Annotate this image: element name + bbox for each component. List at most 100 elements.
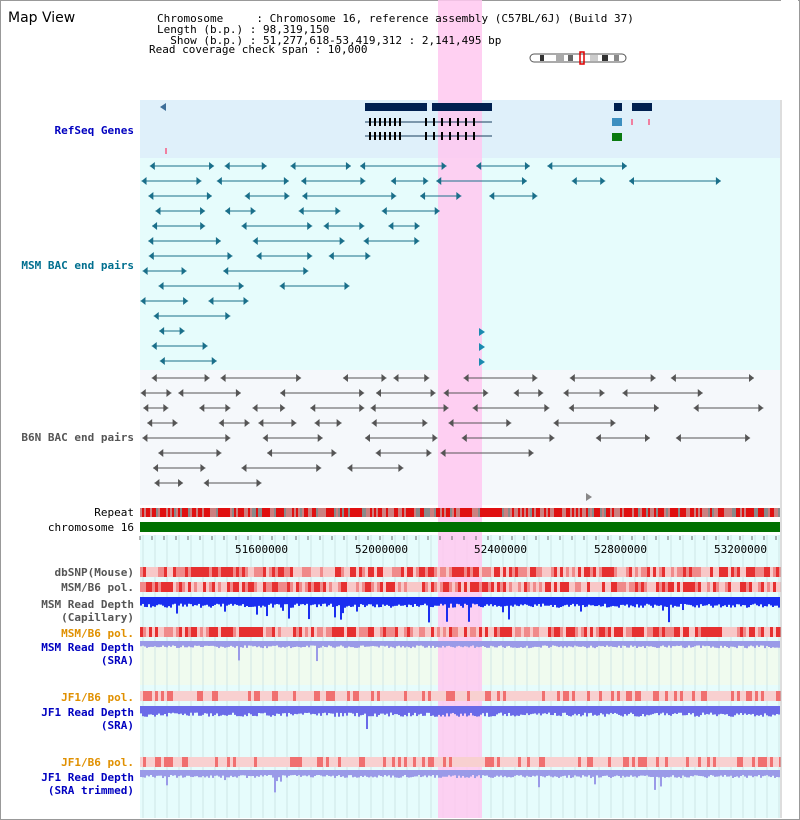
bac-end — [393, 374, 399, 382]
polymorphism-strip — [569, 582, 572, 592]
read-depth-bar — [246, 641, 248, 648]
track-label-jf1-depth-trim[interactable]: JF1 Read Depth — [41, 771, 134, 784]
read-depth-bar — [178, 706, 180, 715]
read-depth-bar — [506, 597, 508, 606]
read-depth-bar — [456, 641, 458, 647]
read-depth-bar — [402, 597, 404, 606]
polymorphism-strip — [512, 627, 515, 637]
read-depth-bar — [286, 641, 288, 647]
repeat-mark — [140, 508, 142, 517]
repeat-mark — [656, 508, 658, 517]
read-depth-bar — [238, 770, 240, 777]
repeat-mark — [496, 508, 498, 517]
polymorphism-strip — [347, 757, 350, 767]
gene-exon — [433, 132, 435, 140]
bac-end — [479, 328, 485, 336]
polymorphism-strip — [596, 582, 599, 592]
polymorphism-strip — [407, 582, 410, 592]
read-depth-bar — [378, 641, 380, 648]
read-depth-bar — [556, 641, 558, 647]
read-depth-bar — [678, 770, 680, 777]
track-label-msm-b6-pol[interactable]: MSM/B6 pol. — [61, 581, 134, 594]
track-label-msm-depth-sra[interactable]: MSM Read Depth — [41, 641, 134, 654]
repeat-mark — [388, 508, 390, 517]
polymorphism-strip — [668, 691, 671, 701]
read-depth-bar — [622, 641, 624, 646]
read-depth-bar — [374, 706, 376, 714]
read-depth-bar — [688, 770, 690, 778]
repeat-mark — [480, 508, 482, 517]
polymorphism-strip — [530, 567, 533, 577]
polymorphism-strip — [734, 582, 737, 592]
bac-end — [209, 162, 215, 170]
polymorphism-strip — [632, 757, 635, 767]
read-depth-bar — [152, 706, 154, 715]
repeat-mark — [622, 508, 624, 517]
polymorphism-strip — [554, 691, 557, 701]
polymorphism-strip — [383, 567, 386, 577]
read-depth-bar — [646, 706, 648, 715]
read-depth-bar — [462, 770, 464, 776]
read-depth-bar — [232, 597, 234, 606]
read-depth-bar — [372, 706, 374, 717]
read-depth-bar — [252, 597, 254, 607]
polymorphism-strip — [350, 567, 353, 577]
read-depth-bar — [362, 641, 364, 646]
polymorphism-strip — [560, 582, 563, 592]
read-depth-bar — [344, 597, 346, 608]
track-label-jf1-depth[interactable]: JF1 Read Depth — [41, 706, 134, 719]
read-depth-bar — [264, 597, 266, 607]
polymorphism-strip — [164, 582, 167, 592]
axis-tick-label: 52400000 — [474, 543, 527, 556]
polymorphism-strip — [731, 582, 734, 592]
track-label-b6n-bac[interactable]: B6N BAC end pairs — [21, 431, 134, 444]
repeat-mark — [448, 508, 450, 517]
read-depth-bar — [242, 641, 244, 648]
repeat-mark — [380, 508, 382, 517]
read-depth-bar — [240, 597, 242, 606]
track-label-jf1-b6-pol[interactable]: JF1/B6 pol. — [61, 691, 134, 704]
read-depth-bar — [172, 597, 174, 605]
read-depth-bar — [698, 641, 700, 646]
polymorphism-strip — [257, 691, 260, 701]
read-depth-bar — [722, 770, 724, 777]
track-label-dbsnp[interactable]: dbSNP(Mouse) — [54, 566, 134, 579]
polymorphism-strip — [365, 691, 368, 701]
repeat-mark — [530, 508, 532, 517]
bac-end — [381, 207, 387, 215]
polymorphism-strip — [458, 691, 461, 701]
polymorphism-strip — [269, 567, 272, 577]
polymorphism-strip — [770, 691, 773, 701]
repeat-mark — [294, 508, 296, 517]
polymorphism-strip — [575, 691, 578, 701]
polymorphism-strip — [260, 757, 263, 767]
read-depth-bar — [178, 770, 180, 777]
track-label-jf1-b6-pol-trim[interactable]: JF1/B6 pol. — [61, 756, 134, 769]
read-depth-bar — [590, 641, 592, 646]
repeat-mark — [602, 508, 604, 517]
polymorphism-strip — [209, 691, 212, 701]
track-label-msm-bac[interactable]: MSM BAC end pairs — [21, 259, 134, 272]
repeat-mark — [384, 508, 386, 517]
bac-end — [629, 177, 635, 185]
bac-end — [621, 162, 627, 170]
read-depth-bar — [362, 597, 364, 605]
polymorphism-strip — [776, 567, 779, 577]
polymorphism-strip — [419, 627, 422, 637]
track-label-msm-depth-cap[interactable]: MSM Read Depth — [41, 598, 134, 611]
polymorphism-strip — [197, 627, 200, 637]
read-depth-bar — [176, 641, 178, 648]
read-depth-bar — [254, 641, 256, 647]
bac-end — [463, 374, 469, 382]
read-depth-bar — [202, 597, 204, 606]
read-depth-bar — [320, 597, 322, 607]
read-depth-bar — [712, 641, 714, 647]
polymorphism-strip — [392, 582, 395, 592]
bac-end — [152, 222, 158, 230]
gene-block — [612, 118, 622, 126]
track-label-msm-b6-pol-sra[interactable]: MSM/B6 pol. — [61, 627, 134, 640]
read-depth-bar — [730, 706, 732, 717]
track-label-refseq[interactable]: RefSeq Genes — [54, 124, 134, 137]
map-view-title: Map View — [8, 10, 76, 26]
